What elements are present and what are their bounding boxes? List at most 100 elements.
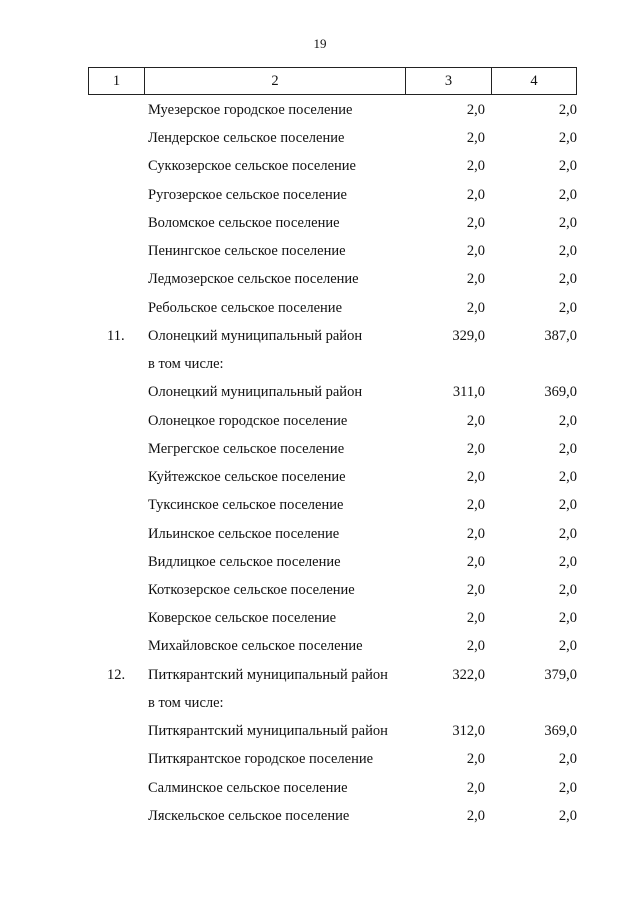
row-value-col3: 2,0 <box>466 271 485 288</box>
row-value-col4: 2,0 <box>558 299 577 316</box>
row-value-col4: 2,0 <box>558 158 577 175</box>
row-value-col4: 369,0 <box>544 723 577 740</box>
row-value-col4: 2,0 <box>558 807 577 824</box>
row-value-col4: 2,0 <box>558 497 577 514</box>
table-row: Питкярантский муниципальный район 312,0 36… <box>0 718 640 746</box>
row-value-col4: 2,0 <box>558 102 577 118</box>
table-row: Ругозерское сельское поселение 2,0 2,0 <box>0 182 640 210</box>
table-row: 12. Питкярантский муниципальный район 322,… <box>0 662 640 690</box>
row-number: 11. <box>107 327 125 344</box>
row-value-col3: 2,0 <box>466 751 485 768</box>
table-row: Ребольское сельское поселение 2,0 2,0 <box>0 295 640 323</box>
row-name: Салминское сельское поселение <box>148 779 348 796</box>
row-value-col3: 2,0 <box>466 440 485 457</box>
table-row: Олонецкое городское поселение 2,0 2,0 <box>0 408 640 436</box>
row-value-col4: 2,0 <box>558 469 577 486</box>
row-value-col4: 2,0 <box>558 638 577 655</box>
row-value-col3: 2,0 <box>466 553 485 570</box>
row-value-col3: 2,0 <box>466 299 485 316</box>
row-value-col3: 2,0 <box>466 158 485 175</box>
row-name: Куйтежское сельское поселение <box>148 469 346 486</box>
row-name: Ребольское сельское поселение <box>148 299 343 316</box>
table-row: Олонецкий муниципальный район 311,0 369,0 <box>0 379 640 407</box>
row-value-col3: 2,0 <box>466 525 485 542</box>
header-col-4: 4 <box>530 72 538 89</box>
row-name: Питкярантское городское поселение <box>148 751 374 768</box>
row-name: Коверское сельское поселение <box>148 610 337 627</box>
row-name: Коткозерское сельское поселение <box>148 581 355 598</box>
header-col-1: 1 <box>89 68 145 94</box>
row-name: Ильинское сельское поселение <box>148 525 340 542</box>
row-name: Олонецкий муниципальный район <box>148 327 363 344</box>
row-value-col4: 2,0 <box>558 186 577 203</box>
row-value-col4: 2,0 <box>558 751 577 768</box>
row-value-col3: 2,0 <box>466 243 485 260</box>
row-name: Питкярантский муниципальный район <box>148 666 388 683</box>
header-col-2: 2 <box>145 68 406 94</box>
table-row: в том числе: <box>0 351 640 379</box>
row-name: в том числе: <box>148 356 224 373</box>
row-value-col3: 2,0 <box>466 779 485 796</box>
table-header: 1 2 3 4 <box>88 67 577 95</box>
table-row: Суккозерское сельское поселение 2,0 2,0 <box>0 153 640 181</box>
row-value-col3: 2,0 <box>466 130 485 147</box>
table-row: Салминское сельское поселение 2,0 2,0 <box>0 775 640 803</box>
table-row: в том числе: <box>0 690 640 718</box>
table-row: Мегрегское сельское поселение 2,0 2,0 <box>0 436 640 464</box>
row-value-col4: 2,0 <box>558 779 577 796</box>
row-value-col4: 2,0 <box>558 271 577 288</box>
row-value-col4: 2,0 <box>558 412 577 429</box>
page-number: 19 <box>313 36 327 51</box>
table-row: Ильинское сельское поселение 2,0 2,0 <box>0 521 640 549</box>
row-value-col3: 322,0 <box>452 666 485 683</box>
row-value-col3: 2,0 <box>466 214 485 231</box>
table-row: Муезерское городское поселение 2,0 2,0 <box>0 97 640 125</box>
row-name: Суккозерское сельское поселение <box>148 158 356 175</box>
table-row: 11. Олонецкий муниципальный район 329,0 387… <box>0 323 640 351</box>
row-name: в том числе: <box>148 694 224 711</box>
table-row: Питкярантское городское поселение 2,0 2,0 <box>0 746 640 774</box>
table-row: Пенингское сельское поселение 2,0 2,0 <box>0 238 640 266</box>
table-row: Коткозерское сельское поселение 2,0 2,0 <box>0 577 640 605</box>
table-row: Ледмозерское сельское поселение 2,0 2,0 <box>0 266 640 294</box>
table-row: Воломское сельское поселение 2,0 2,0 <box>0 210 640 238</box>
row-name: Муезерское городское поселение <box>148 102 353 118</box>
row-number: 12. <box>107 666 126 683</box>
row-value-col4: 2,0 <box>558 130 577 147</box>
row-value-col4: 387,0 <box>544 327 577 344</box>
row-value-col3: 2,0 <box>466 807 485 824</box>
row-value-col3: 311,0 <box>452 384 485 401</box>
table-row: Ляскельское сельское поселение 2,0 2,0 <box>0 803 640 831</box>
row-name: Михайловское сельское поселение <box>148 638 363 655</box>
row-name: Пенингское сельское поселение <box>148 243 346 260</box>
row-name: Видлицкое сельское поселение <box>148 553 341 570</box>
row-value-col3: 2,0 <box>466 186 485 203</box>
row-value-col3: 329,0 <box>452 327 485 344</box>
row-value-col4: 2,0 <box>558 610 577 627</box>
row-value-col4: 2,0 <box>558 243 577 260</box>
row-name: Лендерское сельское поселение <box>148 130 345 147</box>
row-value-col4: 2,0 <box>558 581 577 598</box>
row-name: Воломское сельское поселение <box>148 214 340 231</box>
row-value-col3: 2,0 <box>466 581 485 598</box>
row-value-col3: 312,0 <box>452 723 485 740</box>
row-name: Мегрегское сельское поселение <box>148 440 345 457</box>
row-value-col4: 369,0 <box>544 384 577 401</box>
row-value-col3: 2,0 <box>466 412 485 429</box>
row-value-col3: 2,0 <box>466 610 485 627</box>
row-name: Ругозерское сельское поселение <box>148 186 347 203</box>
table-row: Видлицкое сельское поселение 2,0 2,0 <box>0 549 640 577</box>
row-name: Питкярантский муниципальный район <box>148 723 388 740</box>
table-body: Муезерское городское поселение 2,0 2,0 Ленд… <box>0 97 640 831</box>
table-row: Коверское сельское поселение 2,0 2,0 <box>0 605 640 633</box>
row-name: Ледмозерское сельское поселение <box>148 271 359 288</box>
row-value-col3: 2,0 <box>466 469 485 486</box>
row-name: Туксинское сельское поселение <box>148 497 344 514</box>
row-value-col4: 379,0 <box>544 666 577 683</box>
header-col-3: 3 <box>406 68 492 94</box>
table-row: Куйтежское сельское поселение 2,0 2,0 <box>0 464 640 492</box>
row-value-col4: 2,0 <box>558 525 577 542</box>
row-value-col3: 2,0 <box>466 102 485 118</box>
row-name: Олонецкое городское поселение <box>148 412 348 429</box>
